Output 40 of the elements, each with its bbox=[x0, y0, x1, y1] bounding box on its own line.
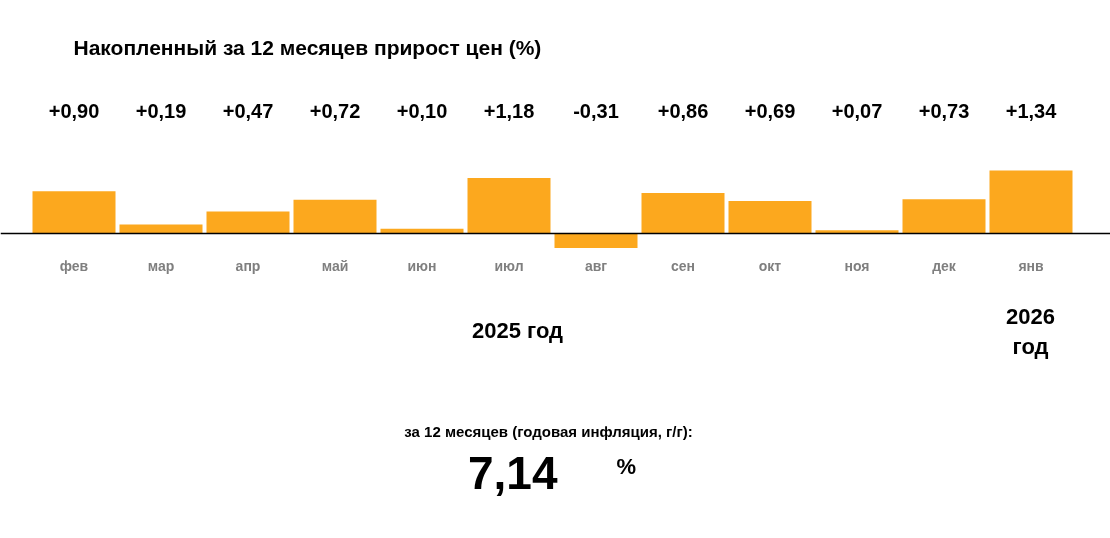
data-label: +1,34 bbox=[1005, 99, 1058, 122]
data-label: +0,86 bbox=[657, 99, 709, 122]
bar bbox=[293, 199, 377, 234]
x-tick-label: май bbox=[321, 257, 349, 274]
bar bbox=[554, 233, 638, 249]
data-label: +0,72 bbox=[309, 99, 361, 122]
data-label: +0,69 bbox=[744, 99, 796, 122]
text: за 12 месяцев (годовая инфляция, г/г): bbox=[404, 423, 693, 440]
data-label: +0,10 bbox=[396, 99, 448, 122]
x-tick-label: фев bbox=[59, 257, 89, 274]
data-label: +0,19 bbox=[135, 99, 187, 122]
x-tick-label: ноя bbox=[844, 257, 870, 274]
x-tick-label: июл bbox=[494, 257, 524, 274]
bar bbox=[728, 201, 812, 234]
bar bbox=[641, 193, 725, 234]
text: 7,14 % bbox=[467, 446, 637, 499]
x-tick-label: апр bbox=[235, 257, 261, 274]
x-tick-label: янв bbox=[1018, 257, 1045, 274]
x-tick-label: окт bbox=[758, 257, 782, 274]
text: 2025 год bbox=[471, 318, 564, 343]
bar bbox=[32, 191, 116, 234]
bar bbox=[119, 224, 203, 234]
data-label: +0,47 bbox=[222, 99, 274, 122]
data-label: +0,07 bbox=[831, 99, 883, 122]
bar bbox=[989, 170, 1073, 234]
bar bbox=[467, 178, 551, 234]
data-label: +0,90 bbox=[48, 99, 100, 122]
x-tick-label: авг bbox=[584, 257, 608, 274]
data-label: +1,18 bbox=[483, 99, 535, 122]
x-tick-label: мар bbox=[147, 257, 175, 274]
bar bbox=[902, 199, 986, 234]
x-tick-label: сен bbox=[670, 257, 696, 274]
data-label: +0,73 bbox=[918, 99, 970, 122]
text: 2026 год bbox=[1006, 304, 1055, 359]
chart-title: Накопленный за 12 месяцев прирост цен (%) bbox=[73, 36, 542, 59]
data-label: -0,31 bbox=[573, 99, 619, 122]
x-tick-label: дек bbox=[932, 257, 957, 274]
bar bbox=[206, 211, 290, 234]
bar bbox=[815, 230, 899, 234]
x-tick-label: июн bbox=[407, 257, 437, 274]
